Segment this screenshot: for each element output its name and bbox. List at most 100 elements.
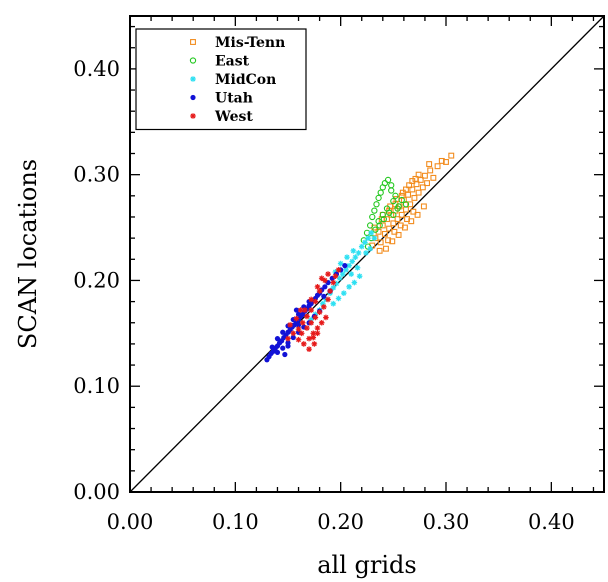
data-point <box>343 267 349 273</box>
legend-label: Mis-Tenn <box>215 35 285 51</box>
legend-items: Mis-Tenn East MidCon Utah West <box>189 35 285 125</box>
data-point <box>363 250 369 256</box>
data-point <box>390 211 397 219</box>
data-point <box>346 283 352 290</box>
y-tick-label: 0.00 <box>73 480 120 504</box>
data-point <box>301 341 307 347</box>
data-point <box>367 222 374 229</box>
data-point <box>410 208 417 215</box>
data-point <box>355 250 362 256</box>
legend-label: West <box>214 109 253 125</box>
data-point <box>356 273 363 280</box>
data-point <box>308 307 314 313</box>
plot-frame <box>129 15 605 493</box>
legend-marker <box>190 113 196 119</box>
data-point <box>287 322 293 328</box>
data-point <box>342 263 348 269</box>
data-point <box>354 264 361 271</box>
data-point <box>293 307 300 313</box>
data-point <box>386 225 393 232</box>
legend-label: Utah <box>215 91 253 107</box>
data-point <box>369 242 376 249</box>
data-point <box>365 235 371 241</box>
data-point <box>403 186 409 193</box>
legend-marker <box>190 76 196 82</box>
x-tick-label: 0.40 <box>528 510 575 534</box>
data-point <box>443 159 449 165</box>
data-point <box>369 213 376 221</box>
data-point <box>409 178 416 184</box>
legend-label: MidCon <box>215 72 276 88</box>
data-point <box>348 271 354 277</box>
series-east <box>360 176 410 250</box>
data-point <box>337 260 344 267</box>
data-point <box>321 304 327 310</box>
y-axis-label: SCAN locations <box>14 159 42 349</box>
data-point <box>381 179 389 187</box>
x-tick-label: 0.00 <box>107 510 154 534</box>
data-point <box>306 346 312 352</box>
data-point <box>415 171 422 178</box>
x-tick-label: 0.20 <box>317 510 364 534</box>
data-point <box>380 215 388 223</box>
data-point <box>346 262 352 269</box>
data-point <box>314 330 321 337</box>
data-point <box>398 196 405 204</box>
data-point <box>316 288 323 294</box>
data-point <box>402 201 410 208</box>
data-point <box>299 319 306 326</box>
data-point <box>290 334 296 341</box>
data-point <box>434 163 441 170</box>
data-point <box>388 182 395 189</box>
data-point <box>379 211 386 219</box>
data-point <box>306 335 312 342</box>
data-point <box>367 245 373 252</box>
data-point <box>308 319 314 326</box>
data-point <box>332 273 339 280</box>
y-tick-label: 0.10 <box>73 374 120 398</box>
data-point <box>379 222 386 229</box>
data-point <box>335 295 342 302</box>
data-point <box>399 189 406 196</box>
data-point <box>298 330 305 337</box>
data-point <box>297 307 304 313</box>
data-point <box>314 325 321 331</box>
data-point <box>325 271 331 277</box>
data-point <box>329 275 335 281</box>
data-point <box>351 279 358 286</box>
data-point <box>414 211 421 218</box>
data-point <box>394 205 401 212</box>
data-point <box>336 275 343 282</box>
data-point <box>304 325 310 331</box>
data-point <box>316 309 323 315</box>
data-point <box>312 298 319 305</box>
data-point <box>280 329 286 335</box>
data-point <box>376 222 383 229</box>
legend-label: East <box>215 54 250 70</box>
data-point <box>388 187 395 194</box>
data-point <box>330 285 337 291</box>
data-point <box>290 330 297 337</box>
data-point <box>398 211 405 218</box>
data-point <box>377 189 384 196</box>
data-point <box>381 230 388 237</box>
data-point <box>310 334 317 341</box>
data-point <box>319 300 326 307</box>
data-point <box>392 192 399 199</box>
data-point <box>375 194 382 202</box>
data-point <box>314 283 321 290</box>
data-point <box>312 314 319 321</box>
data-point <box>325 279 331 286</box>
data-point <box>325 296 331 303</box>
x-axis-label: all grids <box>317 551 416 579</box>
data-point <box>385 237 392 244</box>
data-point <box>421 172 428 179</box>
data-point <box>408 218 415 225</box>
data-point <box>368 230 375 236</box>
data-point <box>377 239 384 246</box>
data-point <box>274 349 281 355</box>
data-point <box>395 232 402 238</box>
data-point <box>349 258 356 265</box>
y-tick-label: 0.40 <box>73 57 120 81</box>
data-point <box>373 201 380 208</box>
